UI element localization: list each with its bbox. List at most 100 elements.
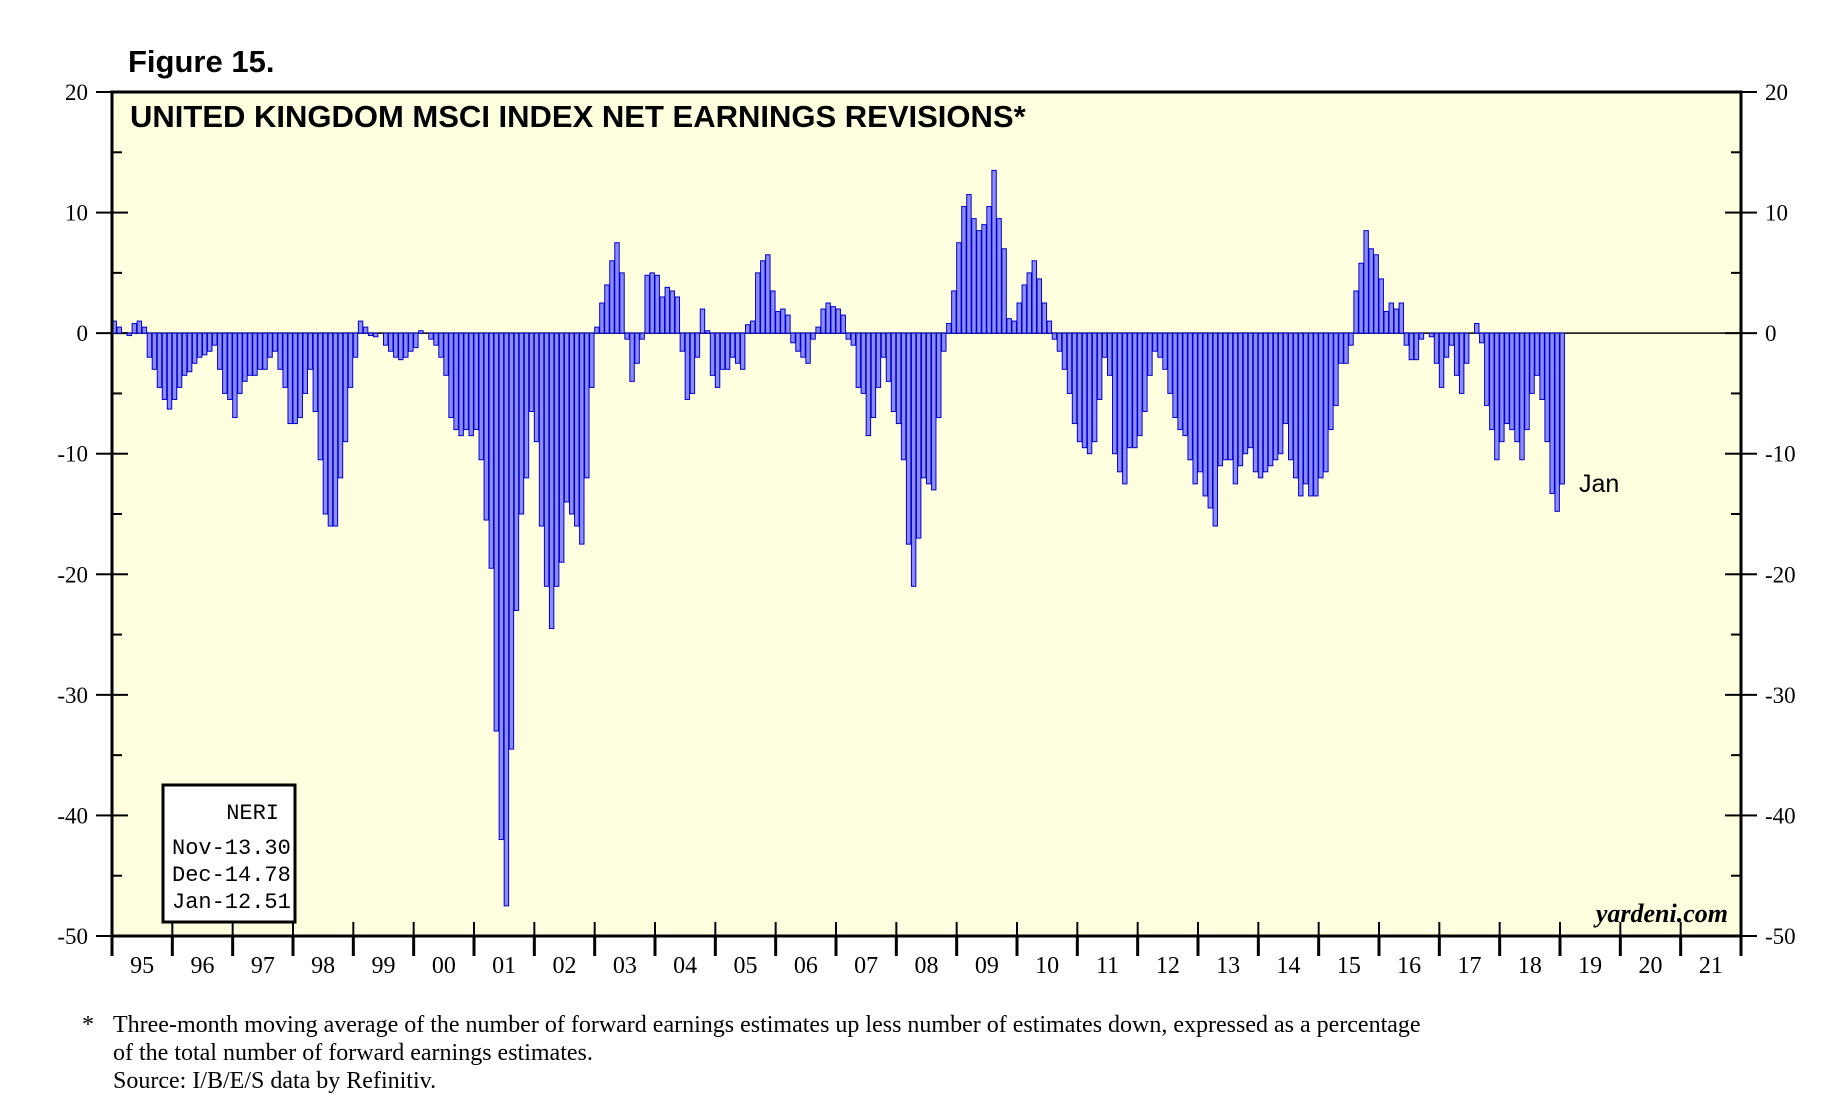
bar (1343, 332, 1349, 364)
bar (644, 274, 650, 334)
legend-line: Dec-14.78 (172, 863, 291, 888)
bar (966, 193, 972, 334)
bar (518, 332, 525, 515)
bar (584, 332, 590, 479)
bar (1428, 332, 1435, 338)
bar (413, 332, 419, 349)
right-y-axis: 20 10 0 -10 -20 -30 -40 -50 (1725, 80, 1796, 949)
bar (1227, 332, 1234, 461)
bar (564, 332, 570, 503)
bar (1519, 332, 1525, 461)
bar (1298, 332, 1304, 497)
bar (207, 332, 213, 352)
bar (161, 332, 168, 400)
bar (890, 332, 897, 413)
x-tick-label: 99 (372, 953, 396, 979)
bar (1383, 310, 1389, 334)
bar (1212, 332, 1219, 527)
y-tick-label: 20 (1765, 80, 1788, 105)
bar (1162, 332, 1168, 370)
bar (1323, 332, 1329, 473)
bar (1132, 332, 1138, 449)
bar (1207, 332, 1213, 509)
bar (865, 332, 872, 437)
x-tick-label: 11 (1096, 953, 1119, 979)
bar (1453, 332, 1460, 376)
bar (1534, 332, 1540, 376)
bar (398, 332, 404, 361)
chart-title: UNITED KINGDOM MSCI INDEX NET EARNINGS R… (130, 99, 1027, 134)
bar (302, 332, 308, 394)
y-tick-label: 10 (1765, 201, 1788, 226)
bar (1096, 332, 1103, 400)
bar (292, 332, 298, 425)
y-tick-label: -10 (1765, 442, 1796, 467)
bar (775, 310, 781, 334)
bar (1393, 308, 1400, 334)
bar (126, 332, 133, 337)
y-tick-label: 10 (65, 201, 88, 226)
y-tick-label: -10 (57, 442, 88, 467)
bar (1479, 332, 1485, 344)
bar (589, 332, 595, 388)
x-tick-label: 16 (1397, 953, 1421, 979)
bar (307, 332, 314, 370)
bar (976, 230, 982, 334)
bar (1313, 332, 1319, 497)
bar (724, 332, 731, 370)
bar (579, 332, 585, 545)
bar (222, 332, 228, 394)
x-axis: 95 96 97 98 99 00 01 02 03 04 05 06 07 08 09 10 11 12 13 14… (110, 922, 1743, 979)
bar (649, 272, 655, 334)
x-tick-label: 96 (191, 953, 215, 979)
bar (1388, 302, 1394, 334)
bar (141, 326, 148, 334)
bar (171, 332, 178, 400)
x-tick-label: 05 (734, 953, 758, 979)
bar (1303, 332, 1309, 485)
bar (1267, 332, 1274, 467)
bar (1554, 332, 1560, 512)
bar (1257, 332, 1264, 479)
bar (191, 332, 198, 364)
bar (1152, 332, 1158, 352)
bar (1031, 260, 1038, 334)
bar (1277, 332, 1284, 455)
bar (1463, 332, 1470, 364)
bar (1499, 332, 1505, 443)
bar (227, 332, 233, 400)
bar (1107, 332, 1113, 376)
bar (1484, 332, 1490, 406)
bar (1403, 332, 1410, 346)
bar (543, 332, 550, 587)
bar (1026, 272, 1032, 334)
bar (116, 326, 122, 334)
bar (910, 332, 917, 587)
bar (1006, 318, 1012, 334)
bar (212, 332, 218, 346)
plot-background (112, 92, 1741, 936)
bar (156, 332, 163, 388)
footnote-line: Three-month moving average of the number… (113, 1012, 1421, 1038)
bar (317, 332, 324, 461)
bar (770, 290, 776, 334)
bar (694, 332, 701, 358)
bar (895, 332, 902, 425)
bar (634, 332, 640, 364)
bar (1514, 332, 1520, 443)
bar (719, 332, 726, 370)
bar (1559, 332, 1565, 485)
bar (1122, 332, 1128, 485)
bar (830, 306, 836, 334)
bar (408, 332, 414, 352)
bar (458, 332, 464, 437)
bar (1293, 332, 1299, 479)
bar (1338, 332, 1344, 364)
y-tick-label: -20 (57, 562, 88, 587)
y-tick-label: -50 (1765, 924, 1796, 949)
bar (282, 332, 288, 388)
bar (388, 332, 394, 352)
bar (1333, 332, 1339, 406)
bar (493, 332, 500, 732)
bar (699, 308, 706, 334)
